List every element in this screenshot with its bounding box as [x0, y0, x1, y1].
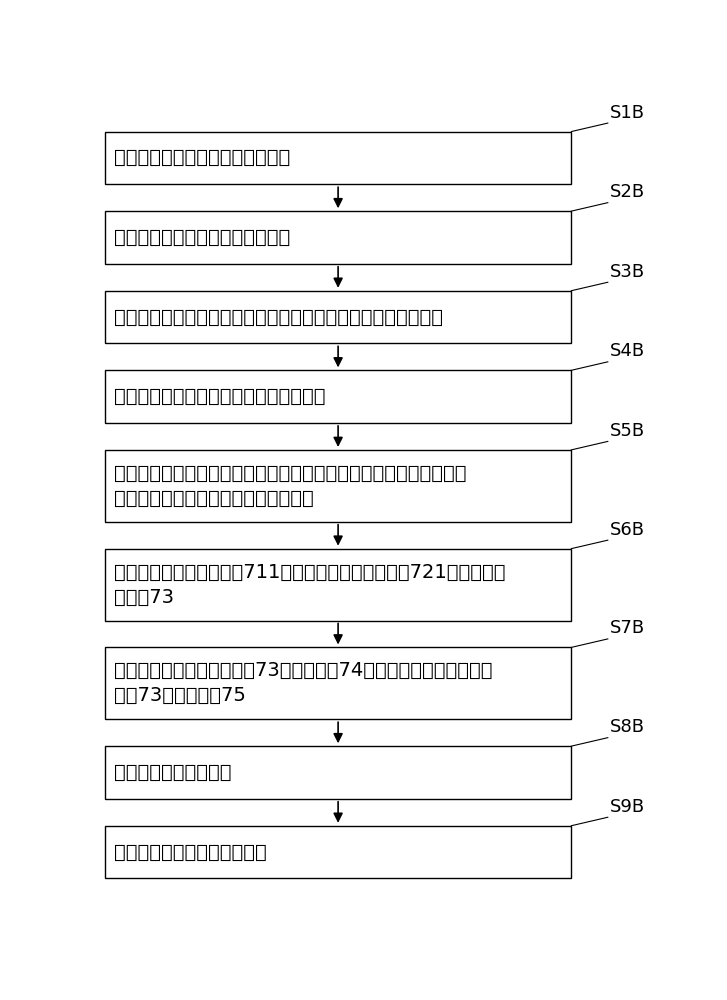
Bar [105, 132, 571, 184]
Bar [105, 370, 571, 423]
Text: S1B: S1B [610, 104, 645, 122]
Bar [105, 211, 571, 264]
Text: S8B: S8B [610, 718, 645, 736]
Bar [105, 549, 571, 621]
Text: 获取眼底照相设备拍摄的眼底照片: 获取眼底照相设备拍摄的眼底照片 [114, 148, 290, 167]
Text: S2B: S2B [610, 183, 646, 201]
Text: S9B: S9B [610, 798, 646, 816]
Text: S4B: S4B [610, 342, 646, 360]
Text: 根据识别视盘区域中心点711的位置和视杯区域中心点721的位置确定
平均点73: 根据识别视盘区域中心点711的位置和视杯区域中心点721的位置确定 平均点73 [114, 563, 505, 607]
Text: S7B: S7B [610, 619, 646, 637]
Bar [105, 291, 571, 343]
Text: S6B: S6B [610, 521, 645, 539]
Text: 确定直线与轮廓的交点: 确定直线与轮廓的交点 [114, 763, 232, 782]
Text: S5B: S5B [610, 422, 646, 440]
Text: 利用第一机器学习模型从眼底图像中识别出包含视盘的有效区域: 利用第一机器学习模型从眼底图像中识别出包含视盘的有效区域 [114, 308, 443, 327]
Bar [105, 826, 571, 878]
Text: 在水平方向确定经过平均点73的横向直线74，在竖直方向确定经过平
均点73的纵向直线75: 在水平方向确定经过平均点73的横向直线74，在竖直方向确定经过平 均点73的纵向… [114, 661, 493, 705]
Text: 利用第二机器学习模型从有效区域中识别出视盘区域、利用第三机器
学习模型从有效区域中识别出视杯区域: 利用第二机器学习模型从有效区域中识别出视盘区域、利用第三机器 学习模型从有效区域… [114, 464, 467, 508]
Bar [105, 450, 571, 522]
Text: 根据交点位置计算盘沿宽度值: 根据交点位置计算盘沿宽度值 [114, 843, 267, 862]
Text: S3B: S3B [610, 263, 646, 281]
Bar [105, 746, 571, 799]
Text: 对眼底照片进行剪裁得到眼底图像: 对眼底照片进行剪裁得到眼底图像 [114, 228, 290, 247]
Text: 对有效区域进行预处理以增强像素点特征: 对有效区域进行预处理以增强像素点特征 [114, 387, 326, 406]
Bar [105, 647, 571, 719]
